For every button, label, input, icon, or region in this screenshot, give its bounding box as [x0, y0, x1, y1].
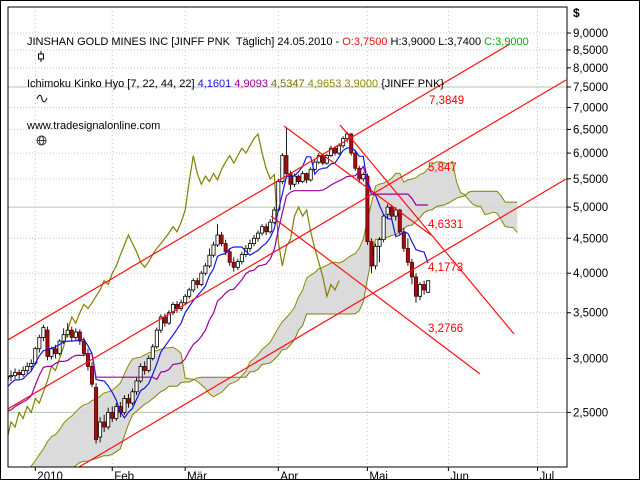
instrument-title: JINSHAN GOLD MINES INC [JINFF PNK Täglic… — [27, 36, 343, 48]
wave-icon — [12, 79, 48, 102]
indicator-symbol: {JINFF PNK} — [378, 78, 445, 90]
gridlines — [8, 7, 567, 467]
senkou-a-value: 4,5347 — [267, 78, 305, 90]
tenkan-value: 4,1601 — [197, 78, 232, 90]
plot-area — [8, 7, 567, 467]
y-axis-currency: $ — [573, 6, 580, 20]
svg-text:7,0000: 7,0000 — [573, 102, 608, 114]
trendlines — [8, 43, 567, 467]
kijun-value: 4,9093 — [231, 78, 268, 90]
svg-text:2010: 2010 — [37, 471, 63, 480]
trendline-labels: 7,3849 5,847 4,6331 4,1773 3,2766 — [428, 95, 464, 335]
svg-text:4,1773: 4,1773 — [428, 262, 463, 274]
svg-text:Mai: Mai — [369, 471, 388, 480]
high-low-values: H:3,9000 L:3,7400 — [387, 36, 485, 48]
svg-text:8,5000: 8,5000 — [573, 45, 608, 57]
instrument-row: JINSHAN GOLD MINES INC [JINFF PNK Täglic… — [12, 35, 529, 62]
chikou-line — [8, 132, 340, 438]
svg-text:Mär: Mär — [187, 471, 207, 480]
svg-text:Jul: Jul — [540, 471, 555, 480]
svg-text:3,0000: 3,0000 — [573, 353, 608, 365]
senkou-b-value: 4,9653 — [304, 78, 342, 90]
x-axis: 2010 Feb Mär Apr Mai Jun Jul — [34, 467, 555, 480]
indicator-title: Ichimoku Kinko Hyo [7, 22, 44, 22] — [27, 78, 198, 90]
indicator-row: Ichimoku Kinko Hyo [7, 22, 44, 22] 4,160… — [12, 77, 529, 102]
open-value: O:3,7500 — [342, 36, 388, 48]
y-axis: $9,0000 8,5000 8,0000 7,5000 7,0000 6,5000 6,0… — [567, 6, 608, 419]
svg-text:Jun: Jun — [450, 471, 469, 480]
chikou-value: 3,9000 — [341, 78, 379, 90]
svg-text:4,6331: 4,6331 — [428, 219, 463, 231]
svg-text:6,0000: 6,0000 — [573, 148, 608, 160]
svg-text:3,5000: 3,5000 — [573, 308, 608, 320]
svg-text:4,0000: 4,0000 — [573, 268, 608, 280]
candles — [8, 127, 431, 444]
svg-text:5,847: 5,847 — [428, 162, 457, 174]
senkou-a-line — [29, 160, 518, 467]
svg-text:3,2766: 3,2766 — [428, 323, 463, 335]
ichimoku-cloud — [30, 161, 518, 467]
watermark-row: www.tradesignalonline.com — [12, 119, 529, 145]
svg-text:7,5000: 7,5000 — [573, 82, 608, 94]
plot-border — [7, 6, 568, 468]
watermark-url: www.tradesignalonline.com — [27, 120, 161, 132]
svg-text:7,3849: 7,3849 — [429, 95, 464, 107]
svg-text:9,0000: 9,0000 — [573, 28, 608, 40]
svg-text:2,5000: 2,5000 — [573, 407, 608, 419]
svg-text:5,0000: 5,0000 — [573, 202, 608, 214]
globe-icon — [12, 121, 47, 145]
svg-text:6,5000: 6,5000 — [573, 124, 608, 136]
svg-text:Apr: Apr — [280, 471, 298, 480]
svg-text:8,0000: 8,0000 — [573, 63, 608, 75]
chart-header: JINSHAN GOLD MINES INC [JINFF PNK Täglic… — [12, 7, 529, 161]
svg-text:4,5000: 4,5000 — [573, 233, 608, 245]
close-value: C:3,9000 — [484, 36, 529, 48]
svg-text:5,5000: 5,5000 — [573, 174, 608, 186]
svg-text:Feb: Feb — [114, 471, 134, 480]
tenkan-line — [8, 147, 429, 419]
kijun-line — [8, 165, 429, 412]
candlestick-icon — [12, 37, 45, 62]
